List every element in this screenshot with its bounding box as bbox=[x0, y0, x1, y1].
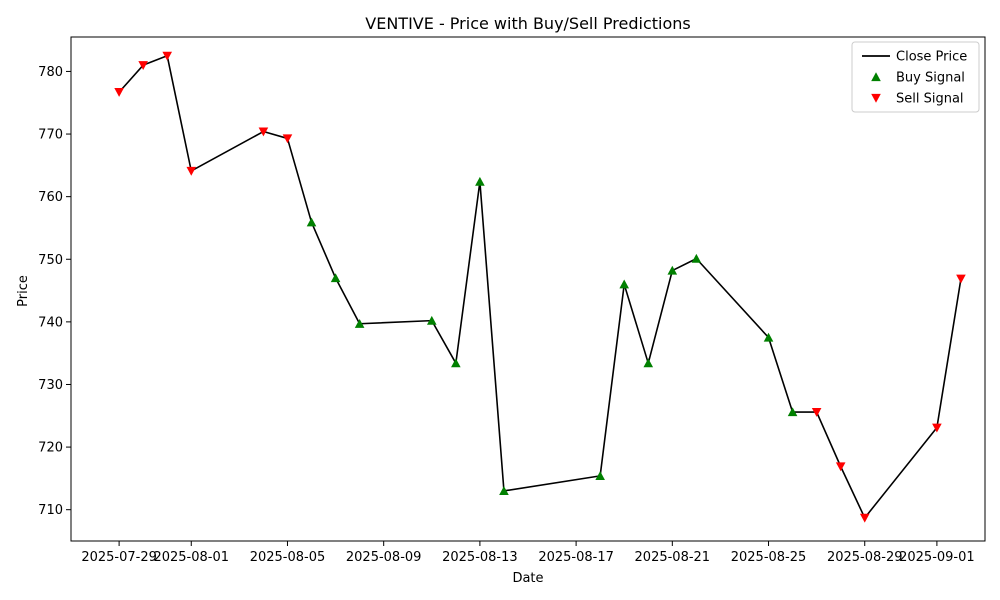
buy-signal-marker bbox=[451, 358, 461, 368]
legend-box bbox=[851, 41, 980, 113]
y-tick-label: 710 bbox=[38, 503, 63, 518]
x-tick-label: 2025-08-09 bbox=[346, 550, 422, 565]
x-tick-label: 2025-07-29 bbox=[81, 550, 157, 565]
y-tick-label: 730 bbox=[38, 378, 63, 393]
x-tick-label: 2025-08-01 bbox=[153, 550, 229, 565]
x-tick-label: 2025-08-29 bbox=[827, 550, 903, 565]
buy-signal-marker bbox=[691, 253, 702, 263]
legend-buy-swatch bbox=[871, 72, 881, 82]
sell-signal-marker bbox=[956, 274, 966, 284]
buy-signal-marker bbox=[595, 471, 605, 480]
y-tick-label: 750 bbox=[38, 253, 63, 268]
sell-signal-marker bbox=[114, 88, 124, 97]
x-tick-label: 2025-08-25 bbox=[731, 550, 807, 565]
buy-signal-marker bbox=[354, 318, 365, 328]
sell-signal-marker bbox=[138, 61, 148, 70]
y-tick-label: 770 bbox=[38, 128, 63, 143]
buy-signal-marker bbox=[475, 176, 485, 186]
buy-signal-marker bbox=[426, 315, 437, 325]
x-tick-label: 2025-08-17 bbox=[538, 550, 614, 565]
buy-signal-marker bbox=[787, 407, 798, 417]
y-tick-label: 720 bbox=[38, 441, 63, 456]
y-tick-label: 740 bbox=[38, 315, 63, 330]
legend-item: Close Price bbox=[862, 50, 967, 65]
sell-signal-marker bbox=[859, 513, 870, 523]
legend-label: Buy Signal bbox=[896, 71, 965, 86]
sell-signal-marker bbox=[282, 134, 293, 144]
x-tick-label: 2025-08-05 bbox=[250, 550, 326, 565]
buy-signal-marker bbox=[306, 217, 317, 227]
sell-signal-marker bbox=[186, 166, 197, 176]
x-axis-title: Date bbox=[512, 571, 543, 586]
buy-signal-marker bbox=[667, 265, 678, 275]
sell-signal-marker bbox=[162, 51, 173, 61]
legend: Close Price Buy Signal Sell Signal bbox=[851, 41, 980, 113]
plot-frame bbox=[70, 36, 986, 542]
y-tick-label: 760 bbox=[38, 190, 63, 205]
buy-signal-marker bbox=[619, 279, 630, 289]
sell-signal-marker bbox=[811, 407, 822, 417]
legend-item: Buy Signal bbox=[871, 71, 965, 86]
y-axis-title: Price bbox=[16, 275, 31, 307]
buy-signal-marker bbox=[643, 358, 654, 368]
buy-signal-marker bbox=[763, 332, 774, 342]
sell-signal-marker bbox=[258, 127, 269, 137]
legend-item: Sell Signal bbox=[871, 92, 964, 107]
plot-area: 7107207307407507607707802025-07-292025-0… bbox=[38, 36, 986, 565]
x-tick-label: 2025-09-01 bbox=[899, 550, 975, 565]
sell-signal-marker bbox=[835, 462, 846, 472]
legend-label: Close Price bbox=[896, 50, 967, 65]
legend-label: Sell Signal bbox=[896, 92, 964, 107]
sell-signal-marker bbox=[932, 423, 942, 433]
x-tick-label: 2025-08-21 bbox=[635, 550, 711, 565]
legend-sell-swatch bbox=[871, 93, 881, 103]
buy-signal-marker bbox=[499, 486, 509, 495]
x-tick-label: 2025-08-13 bbox=[442, 550, 518, 565]
chart-title: VENTIVE - Price with Buy/Sell Prediction… bbox=[365, 14, 690, 33]
buy-signal-marker bbox=[330, 273, 341, 283]
y-tick-label: 780 bbox=[38, 65, 63, 80]
